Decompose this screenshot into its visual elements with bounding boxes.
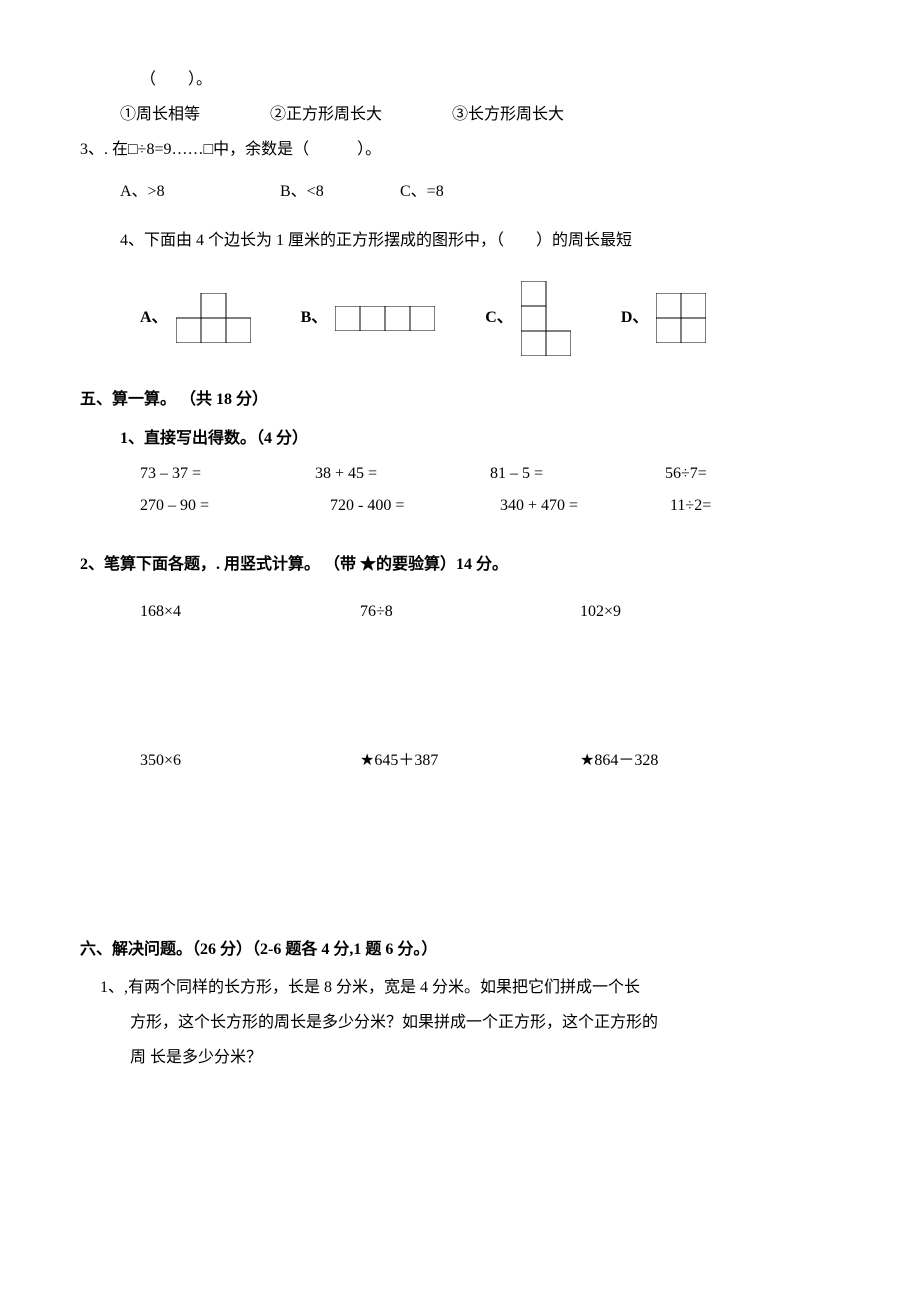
sec5-p2-row2: 350×6 ★645＋387 ★864－328	[140, 747, 840, 776]
prev-choice-1: ①周长相等	[120, 101, 200, 130]
calc-350x6: 350×6	[140, 747, 360, 776]
calc-76-8: 76÷8	[360, 598, 580, 627]
calc-81-5: 81 – 5 =	[490, 460, 665, 489]
q4-text: 4、下面由 4 个边长为 1 厘米的正方形摆成的图形中，（ ）的周长最短	[80, 227, 840, 256]
q3-opt-c: C、=8	[400, 178, 444, 207]
calc-102x9: 102×9	[580, 598, 800, 627]
prev-choice-2: ②正方形周长大	[270, 101, 382, 130]
calc-73-37: 73 – 37 =	[140, 460, 315, 489]
q3-text: 3、. 在□÷8=9……□中，余数是（ ）。	[80, 136, 840, 165]
q3-opt-a: A、>8	[120, 178, 280, 207]
calc-168x4: 168×4	[140, 598, 360, 627]
calc-270-90: 270 – 90 =	[140, 492, 310, 521]
calc-864-328: ★864－328	[580, 747, 800, 776]
sec5-p1-heading: 1、直接写出得数。（4 分）	[80, 425, 840, 454]
sec5-p2-row1: 168×4 76÷8 102×9	[140, 598, 840, 627]
section5-heading: 五、算一算。 （共 18 分）	[80, 386, 840, 415]
q4-label-a: A、	[140, 304, 168, 333]
tetromino-l-icon	[176, 293, 251, 343]
tetromino-o-icon	[656, 293, 706, 343]
calc-38-45: 38 + 45 =	[315, 460, 490, 489]
q4-cell-d: D、	[621, 293, 707, 343]
q4-figures: A、 B、 C、	[140, 281, 840, 356]
sec6-q1-l3: 周 长是多少分米？	[80, 1044, 840, 1073]
sec6-q1-l1: 1、,有两个同样的长方形，长是 8 分米，宽是 4 分米。如果把它们拼成一个长	[80, 974, 840, 1003]
q4-cell-b: B、	[301, 304, 436, 333]
prev-question-tail: （ ）。	[80, 66, 840, 95]
tetromino-j-icon	[521, 281, 571, 356]
section6-heading: 六、解决问题。（26 分）（2-6 题各 4 分,1 题 6 分。）	[80, 936, 840, 965]
q4-label-c: C、	[485, 304, 513, 333]
sec5-p2-heading: 2、笔算下面各题，. 用竖式计算。 （带 ★的要验算）14 分。	[80, 551, 840, 580]
tetromino-i-icon	[335, 306, 435, 331]
calc-11-2: 11÷2=	[670, 492, 840, 521]
sec6-q1-l2: 方形，这个长方形的周长是多少分米？如果拼成一个正方形，这个正方形的	[80, 1009, 840, 1038]
q3-options: A、>8 B、<8 C、=8	[80, 178, 840, 207]
q4-label-d: D、	[621, 304, 649, 333]
calc-720-400: 720 - 400 =	[310, 492, 500, 521]
calc-645-387: ★645＋387	[360, 747, 580, 776]
sec5-p1-row2: 270 – 90 = 720 - 400 = 340 + 470 = 11÷2=	[140, 492, 840, 521]
prev-choice-3: ③长方形周长大	[452, 101, 564, 130]
calc-340-470: 340 + 470 =	[500, 492, 670, 521]
q3-opt-b: B、<8	[280, 178, 400, 207]
prev-question-choices: ①周长相等 ②正方形周长大 ③长方形周长大	[80, 101, 840, 130]
sec5-p1-row1: 73 – 37 = 38 + 45 = 81 – 5 = 56÷7=	[140, 460, 840, 489]
calc-56-7: 56÷7=	[665, 460, 840, 489]
q4-cell-c: C、	[485, 281, 571, 356]
q4-cell-a: A、	[140, 293, 251, 343]
q4-label-b: B、	[301, 304, 328, 333]
